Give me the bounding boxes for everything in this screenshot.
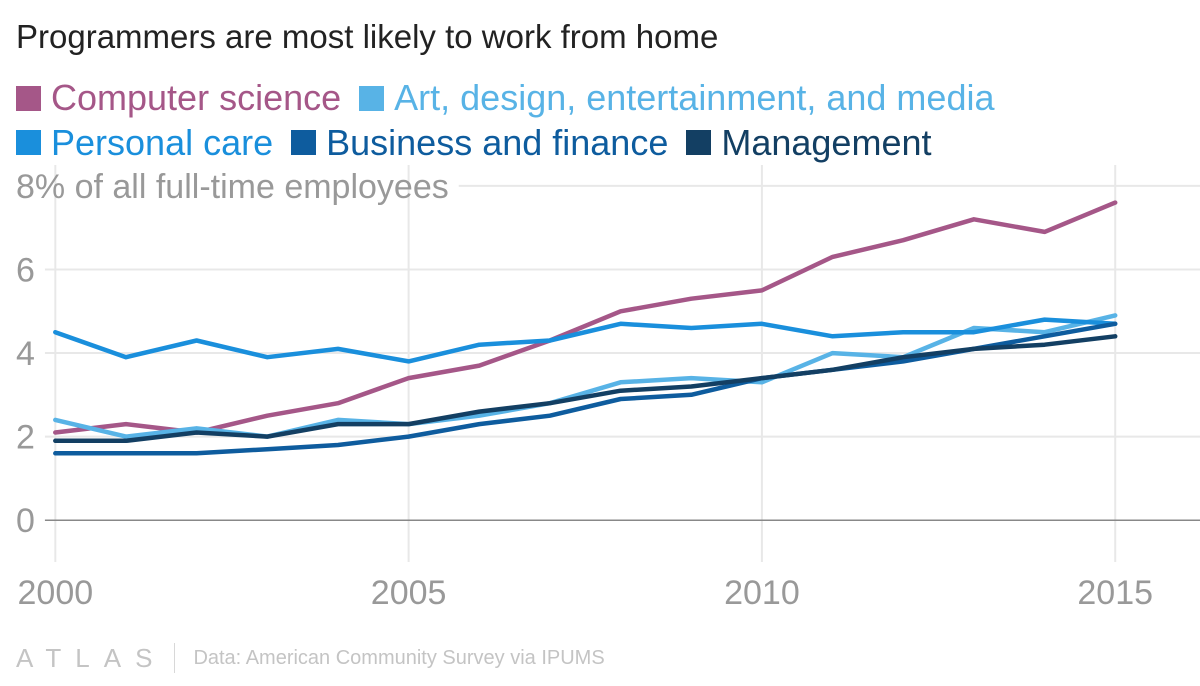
x-tick-label: 2005 [371,574,447,612]
y-tick-label: 4 [16,335,35,373]
legend-item: Management [686,121,932,165]
legend-item: Personal care [16,121,273,165]
legend-swatch [16,130,41,155]
series-line-management [53,334,1118,444]
chart-title: Programmers are most likely to work from… [16,18,719,55]
x-tick-label: 2015 [1077,574,1153,612]
x-tick-label: 2000 [18,574,94,612]
footer: ATLAS Data: American Community Survey vi… [16,640,605,676]
legend-swatch [16,85,41,111]
legend-swatch [359,85,385,111]
legend-label: Management [721,121,932,163]
legend-swatch [291,130,317,155]
y-tick-label: 0 [16,502,35,540]
legend-swatch [686,130,712,155]
legend-label: Business and finance [326,121,669,163]
series-line-personal-care [53,317,1118,364]
legend-item: Computer science [16,76,341,120]
series-line-computer-science [53,200,1118,435]
legend: Computer science Art, design, entertainme… [16,76,1186,165]
legend-item: Art, design, entertainment, and media [359,76,995,120]
x-tick-label: 2010 [724,574,800,612]
legend-label: Computer science [51,77,342,118]
source-note: Data: American Community Survey via IPUM… [193,646,605,669]
legend-label: Art, design, entertainment, and media [394,77,995,118]
y-axis-label: 8% of all full-time employees [16,168,449,206]
y-tick-label: 2 [16,419,35,457]
atlas-logo: ATLAS [16,642,167,673]
footer-divider [174,643,176,673]
legend-item: Business and finance [291,121,668,165]
y-tick-label: 6 [16,251,35,289]
legend-label: Personal care [51,121,274,163]
